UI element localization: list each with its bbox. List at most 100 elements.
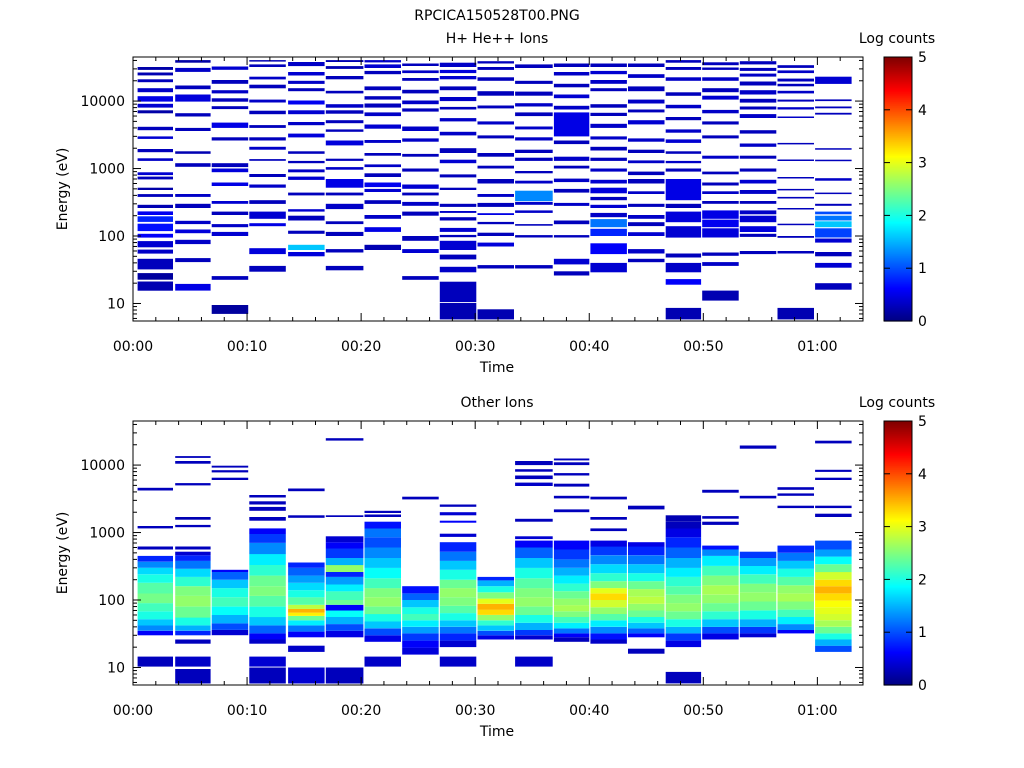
- heatmap-cell: [439, 512, 477, 516]
- colorbar-swatch: [884, 75, 912, 78]
- colorbar-swatch: [884, 557, 912, 560]
- heatmap-cell: [364, 528, 401, 538]
- heatmap-cell: [590, 614, 627, 621]
- colorbar-tick-label: 3: [918, 520, 927, 536]
- heatmap-cell: [439, 542, 477, 552]
- colorbar-tick-label: 5: [918, 50, 927, 66]
- heatmap-cell: [249, 211, 286, 219]
- heatmap-cell: [553, 63, 590, 67]
- heatmap-cell: [628, 138, 665, 142]
- heatmap-cell: [590, 555, 627, 565]
- heatmap-cell: [702, 545, 739, 550]
- heatmap-cell: [777, 545, 814, 553]
- heatmap-cell: [515, 103, 553, 107]
- heatmap-cell: [665, 521, 702, 529]
- heatmap-cell: [628, 149, 665, 153]
- x-tick-label: 00:50: [683, 339, 723, 355]
- heatmap-cell: [477, 625, 514, 631]
- heatmap-cell: [739, 98, 777, 103]
- heatmap-cell: [364, 547, 401, 558]
- y-tick-label: 100: [98, 593, 125, 609]
- heatmap-cell: [211, 231, 249, 236]
- heatmap-cell: [402, 640, 439, 648]
- heatmap-cell: [175, 163, 211, 167]
- heatmap-cell: [325, 104, 364, 108]
- heatmap-cell: [137, 187, 173, 190]
- heatmap-cell: [364, 140, 401, 143]
- heatmap-cell: [364, 70, 401, 75]
- heatmap-cell: [137, 103, 173, 108]
- colorbar-swatch: [884, 651, 912, 654]
- plot-frame: [132, 56, 864, 322]
- colorbar-swatch: [884, 421, 912, 424]
- heatmap-cell: [628, 160, 665, 164]
- heatmap-cell: [211, 122, 249, 128]
- colorbar-label: Log counts: [859, 31, 935, 47]
- heatmap-cell: [590, 80, 627, 84]
- colorbar-swatch: [884, 135, 912, 138]
- heatmap-cell: [815, 469, 852, 472]
- x-tick-label: 00:00: [113, 703, 153, 719]
- heatmap-cell: [325, 630, 364, 638]
- heatmap-cell: [515, 171, 553, 174]
- colorbar-swatch: [884, 99, 912, 102]
- heatmap-cell: [777, 568, 814, 577]
- heatmap-cell: [702, 549, 739, 556]
- colorbar-swatch: [884, 683, 912, 686]
- heatmap-cell: [702, 633, 739, 640]
- heatmap-cell: [175, 576, 211, 587]
- heatmap-cell: [628, 203, 665, 207]
- heatmap-cell: [137, 258, 173, 270]
- colorbar-swatch: [884, 313, 912, 316]
- heatmap-cell: [815, 221, 852, 228]
- y-tick-label: 10000: [80, 94, 125, 110]
- heatmap-cell: [553, 156, 590, 161]
- heatmap-cell: [402, 620, 439, 627]
- heatmap-cell: [739, 215, 777, 223]
- heatmap-cell: [439, 148, 477, 153]
- heatmap-cell: [325, 265, 364, 271]
- heatmap-cell: [325, 565, 364, 572]
- heatmap-cell: [175, 203, 211, 208]
- colorbar-swatch: [884, 269, 912, 272]
- colorbar-swatch: [884, 103, 912, 106]
- heatmap-cell: [739, 61, 777, 65]
- heatmap-cell: [702, 210, 739, 219]
- colorbar-swatch: [884, 525, 912, 528]
- heatmap-cell: [402, 211, 439, 216]
- colorbar-swatch: [884, 479, 912, 482]
- heatmap-cell: [665, 168, 702, 172]
- heatmap-cell: [175, 67, 211, 72]
- heatmap-cell: [364, 244, 401, 250]
- colorbar-swatch: [884, 445, 912, 448]
- colorbar-swatch: [884, 145, 912, 148]
- heatmap-cell: [364, 628, 401, 636]
- heatmap-cell: [477, 202, 514, 207]
- heatmap-cell: [777, 78, 814, 82]
- y-tick-label: 10: [107, 660, 125, 676]
- colorbar-swatch: [884, 635, 912, 638]
- heatmap-cell: [249, 265, 286, 272]
- heatmap-cell: [777, 70, 814, 74]
- heatmap-cell: [137, 176, 173, 180]
- heatmap-cell: [364, 124, 401, 129]
- heatmap-cell: [665, 139, 702, 143]
- heatmap-cell: [702, 121, 739, 125]
- colorbar-swatch: [884, 661, 912, 664]
- colorbar-swatch: [884, 439, 912, 442]
- heatmap-cell: [402, 647, 439, 655]
- colorbar-swatch: [884, 267, 912, 270]
- heatmap-cell: [288, 100, 325, 105]
- heatmap-cell: [815, 593, 852, 601]
- heatmap-cell: [175, 127, 211, 131]
- heatmap-cell: [553, 622, 590, 629]
- heatmap-cell: [325, 667, 364, 684]
- heatmap-cell: [515, 518, 553, 522]
- colorbar-swatch: [884, 619, 912, 622]
- colorbar-swatch: [884, 657, 912, 660]
- heatmap-cell: [739, 81, 777, 86]
- colorbar-swatch: [884, 295, 912, 298]
- heatmap-cell: [777, 307, 814, 320]
- colorbar-swatch: [884, 183, 912, 186]
